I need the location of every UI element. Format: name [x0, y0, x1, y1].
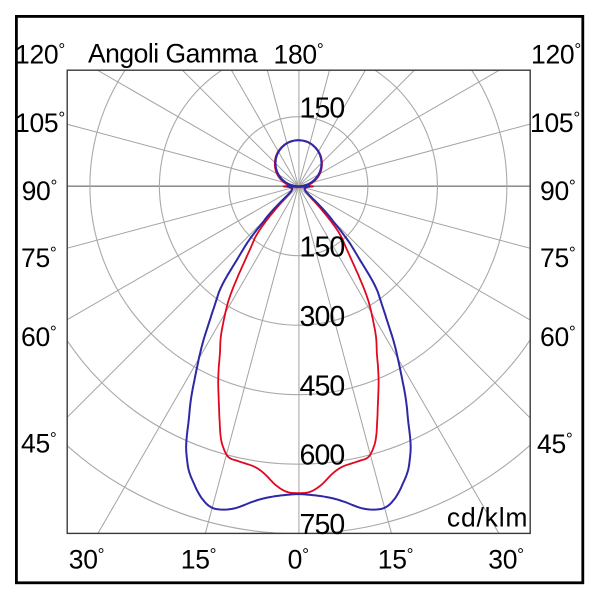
- svg-text:180°: 180°: [274, 40, 324, 70]
- svg-text:105°: 105°: [530, 108, 580, 138]
- svg-text:750: 750: [300, 509, 345, 541]
- svg-text:150: 150: [300, 92, 345, 124]
- svg-text:120°: 120°: [15, 39, 65, 69]
- svg-text:150: 150: [300, 231, 345, 263]
- svg-text:300: 300: [300, 301, 345, 333]
- svg-text:75°: 75°: [540, 243, 575, 273]
- svg-text:120°: 120°: [531, 39, 581, 69]
- svg-text:Angoli Gamma: Angoli Gamma: [88, 39, 258, 69]
- svg-text:450: 450: [300, 370, 345, 402]
- svg-text:cd/klm: cd/klm: [447, 503, 528, 533]
- svg-text:105°: 105°: [15, 108, 65, 138]
- svg-text:600: 600: [300, 439, 345, 471]
